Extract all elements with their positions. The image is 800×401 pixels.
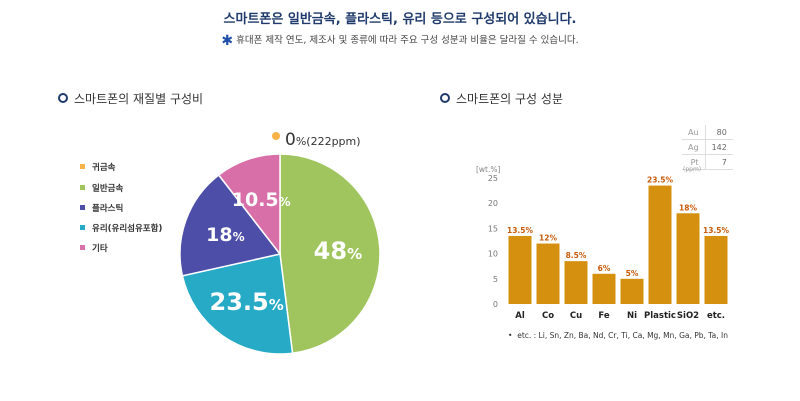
x-tick-label: Plastic	[644, 311, 676, 321]
ppm-row-pt: Pt 7	[682, 154, 733, 170]
legend-label: 유리(유리섬유포함)	[92, 224, 163, 234]
bar-data-label: 13.5%	[507, 226, 534, 235]
legend-swatch	[80, 225, 85, 230]
pie-slice-label: 10.5%	[232, 189, 291, 211]
bar	[592, 273, 616, 304]
page-headline: 스마트폰은 일반금속, 플라스틱, 유리 등으로 구성되어 있습니다.	[223, 12, 577, 27]
legend-item-glass: 유리(유리섬유포함)	[80, 222, 162, 234]
precious-metal-note: 0%(222ppm)	[272, 130, 361, 150]
ring-bullet-icon	[58, 93, 68, 103]
pie-slice	[179, 173, 282, 277]
precious-ppm: (222ppm)	[306, 135, 361, 148]
pie-section-title: 스마트폰의 재질별 구성비	[58, 90, 203, 107]
precious-unit: %	[295, 135, 307, 148]
y-tick-label: 15	[488, 224, 498, 233]
bar	[620, 278, 644, 304]
y-tick-label: 25	[488, 174, 498, 183]
pie-slice	[181, 253, 294, 355]
legend-swatch	[80, 205, 85, 210]
ppm-unit: (ppm)	[683, 166, 702, 173]
legend-label: 일반금속	[92, 184, 124, 194]
precious-dot-icon	[272, 132, 280, 140]
legend-label: 귀금속	[92, 163, 116, 173]
pie-slice-label: 18%	[206, 224, 244, 246]
bar-chart: [wt.%] 0 5 10 15 20 25 13.5% Al 12% Co 8.5% Cu 6% Fe 5%…	[476, 165, 730, 321]
y-tick-label: 20	[488, 199, 498, 208]
pie-slice	[217, 153, 281, 257]
legend-item-other: 기타	[80, 242, 108, 254]
ppm-key: Ag	[682, 139, 706, 155]
bar-data-label: 18%	[679, 203, 697, 212]
ppm-value: 142	[705, 139, 733, 155]
page-subline: ✱ 휴대폰 제작 연도, 제조사 및 종류에 따라 주요 구성 성분과 비율은 달…	[0, 32, 800, 49]
bar	[564, 261, 588, 304]
bar-data-label: 8.5%	[566, 251, 587, 260]
bar	[704, 235, 728, 304]
y-tick-label: 5	[493, 275, 498, 284]
pie-title-text: 스마트폰의 재질별 구성비	[74, 92, 204, 106]
ppm-key: Pt	[682, 154, 706, 170]
y-tick-label: 0	[493, 300, 498, 309]
legend-item-plastic: 플라스틱	[80, 202, 123, 214]
x-tick-label: Al	[515, 311, 525, 321]
y-tick-label: 10	[488, 250, 498, 259]
pie-slice	[279, 153, 381, 355]
ring-bullet-icon	[440, 93, 450, 103]
legend-swatch	[80, 185, 85, 190]
legend-label: 기타	[92, 244, 108, 254]
legend-item-precious: 귀금속	[80, 161, 115, 173]
subline-text: 휴대폰 제작 연도, 제조사 및 종류에 따라 주요 구성 성분과 비율은 달라…	[236, 35, 579, 46]
legend-swatch	[80, 245, 85, 250]
footnote-text: etc. : Li, Sn, Zn, Ba, Nd, Cr, Ti, Ca, M…	[517, 331, 728, 340]
x-tick-label: Cu	[570, 311, 582, 321]
bar	[536, 243, 560, 304]
bar-data-label: 5%	[626, 269, 639, 278]
bar-data-label: 23.5%	[647, 176, 674, 185]
bar-data-label: 13.5%	[703, 226, 730, 235]
ppm-row-au: Au 80	[682, 125, 733, 140]
ppm-row-ag: Ag 142	[682, 139, 733, 155]
bar-section-title: 스마트폰의 구성 성분	[440, 90, 563, 107]
precious-value: 0	[285, 130, 296, 150]
legend-item-general-metal: 일반금속	[80, 182, 123, 194]
ppm-table: Au 80 Ag 142 Pt 7	[682, 125, 733, 170]
ppm-key: Au	[682, 125, 706, 140]
ppm-value: 80	[705, 125, 733, 140]
bar	[648, 185, 672, 304]
x-tick-label: Co	[542, 311, 554, 321]
bar-data-label: 12%	[539, 234, 557, 243]
x-tick-label: SiO2	[677, 311, 699, 321]
pie-chart: 48%23.5%18%10.5%	[179, 153, 381, 355]
bar-footnote: • etc. : Li, Sn, Zn, Ba, Nd, Cr, Ti, Ca,…	[508, 331, 728, 340]
y-axis-label: [wt.%]	[476, 165, 501, 174]
x-tick-label: Fe	[598, 311, 609, 321]
bar-data-label: 6%	[598, 264, 611, 273]
x-tick-label: etc.	[707, 311, 725, 321]
ppm-value: 7	[705, 154, 733, 170]
bar	[508, 235, 532, 304]
legend-label: 플라스틱	[92, 204, 124, 214]
legend-swatch	[80, 164, 85, 169]
x-tick-label: Ni	[627, 311, 637, 321]
bar	[676, 213, 700, 304]
bar-title-text: 스마트폰의 구성 성분	[456, 92, 563, 106]
star-icon: ✱	[221, 33, 234, 49]
